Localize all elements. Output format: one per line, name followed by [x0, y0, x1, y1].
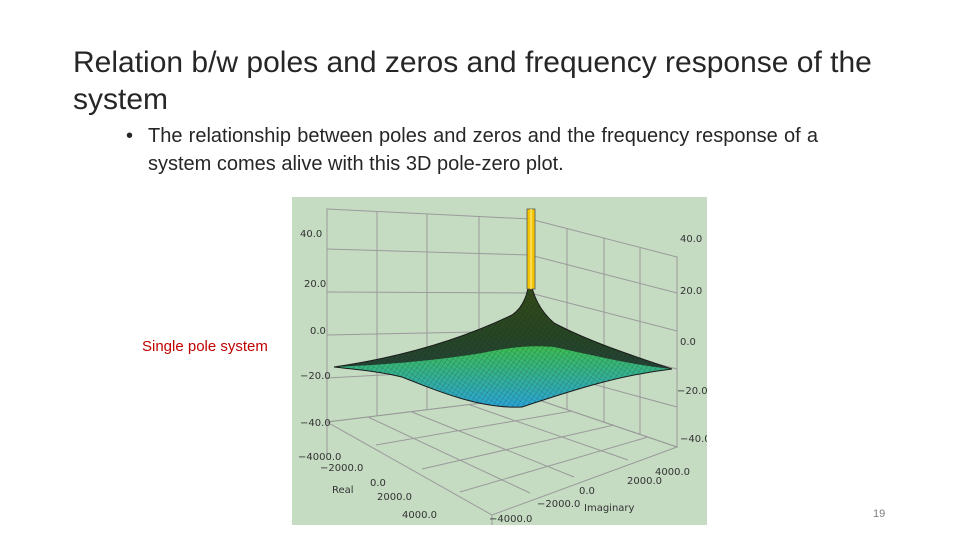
imag-tick: −4000.0 [489, 514, 532, 525]
real-axis-label: Real [332, 485, 354, 496]
z-tick-left: 40.0 [300, 229, 322, 240]
z-tick-left: −20.0 [300, 371, 331, 382]
z-tick-right: −40.0 [680, 434, 707, 445]
z-tick-right: 20.0 [680, 286, 702, 297]
bullet-text: The relationship between poles and zeros… [148, 125, 818, 175]
z-tick-left: −40.0 [300, 418, 331, 429]
real-tick: 4000.0 [402, 510, 437, 521]
plot-caption: Single pole system [142, 338, 268, 355]
z-tick-left: 20.0 [304, 279, 326, 290]
real-tick: 2000.0 [377, 492, 412, 503]
z-tick-right: 0.0 [680, 337, 696, 348]
slide-title: Relation b/w poles and zeros and frequen… [73, 46, 872, 116]
slide-number: 19 [873, 508, 886, 520]
imag-tick: 0.0 [579, 486, 595, 497]
real-tick: −4000.0 [298, 452, 341, 463]
imag-tick: 4000.0 [655, 467, 690, 478]
bullet-point: • The relationship between poles and zer… [126, 122, 818, 178]
z-tick-left: 0.0 [310, 326, 326, 337]
pole-zero-3d-plot: 40.0 20.0 0.0 −20.0 −40.0 40.0 20.0 0.0 … [292, 197, 707, 525]
real-tick: −2000.0 [320, 463, 363, 474]
bullet-marker: • [126, 125, 134, 147]
imag-axis-label: Imaginary [584, 503, 635, 514]
imag-tick: −2000.0 [537, 499, 580, 510]
z-tick-right: 40.0 [680, 234, 702, 245]
frequency-response-surface [333, 276, 673, 408]
real-tick: 0.0 [370, 478, 386, 489]
z-tick-right: −20.0 [677, 386, 707, 397]
imag-tick: 2000.0 [627, 476, 662, 487]
